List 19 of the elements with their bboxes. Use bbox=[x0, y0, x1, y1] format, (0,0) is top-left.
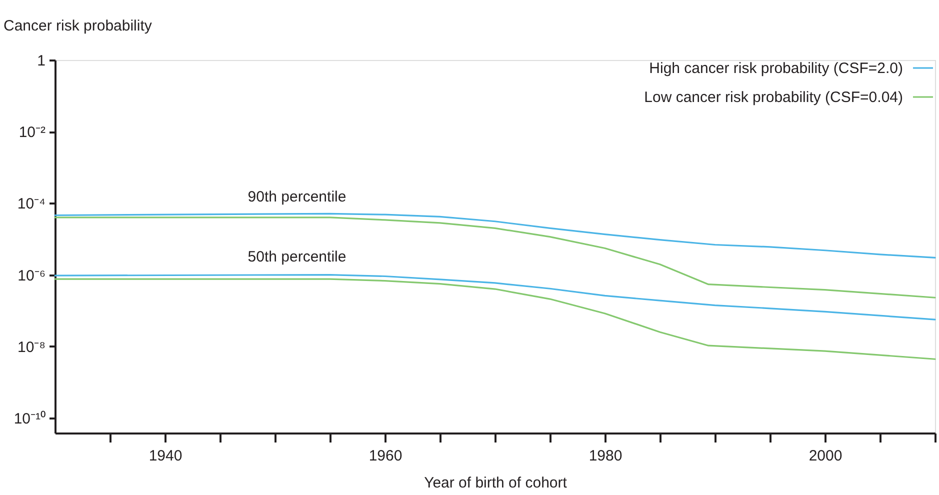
line-series bbox=[54, 216, 936, 298]
y-axis-title: Cancer risk probability bbox=[4, 18, 152, 34]
y-tick-label: 10⁻⁶ bbox=[18, 267, 46, 284]
y-tick-label: 1 bbox=[37, 52, 46, 70]
x-tick-label: 1960 bbox=[368, 448, 402, 464]
y-tick-label: 10⁻⁴ bbox=[17, 196, 46, 213]
x-axis-title: Year of birth of cohort bbox=[424, 474, 568, 492]
legend-label: High cancer risk probability (CSF=2.0) bbox=[649, 60, 904, 77]
annotation: 50th percentile bbox=[248, 248, 346, 266]
x-tick-label: 1980 bbox=[588, 448, 622, 464]
line-series bbox=[54, 278, 936, 360]
x-tick-label: 1940 bbox=[148, 448, 182, 464]
y-tick-label: 10⁻⁸ bbox=[17, 338, 46, 356]
line-series bbox=[54, 274, 936, 320]
y-tick-label: 10⁻¹⁰ bbox=[14, 410, 46, 428]
y-tick-label: 10⁻² bbox=[18, 124, 46, 142]
x-tick-label: 2000 bbox=[808, 448, 842, 464]
legend-label: Low cancer risk probability (CSF=0.04) bbox=[644, 89, 903, 106]
annotation: 90th percentile bbox=[248, 188, 346, 206]
